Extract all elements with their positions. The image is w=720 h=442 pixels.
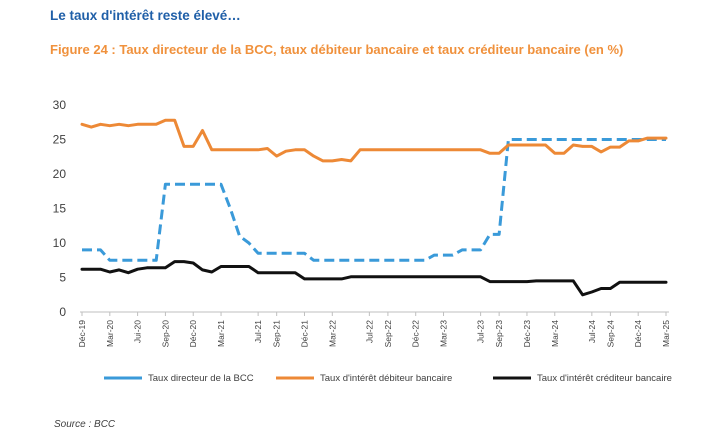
series-lines <box>80 118 668 297</box>
y-tick-label: 25 <box>53 133 67 147</box>
x-tick-label: Jul-22 <box>364 320 374 343</box>
x-axis-ticks: Déc-19 Mar-20 Jui-20 Sep-20 Déc-20 Mar-21 Jul-… <box>77 312 671 347</box>
series-line-3 <box>80 260 668 297</box>
x-tick-label: Déc-24 <box>633 320 643 348</box>
x-tick-label: Mar-24 <box>550 320 560 347</box>
x-tick-label: Sep-22 <box>383 320 393 348</box>
x-tick-label: Jui-20 <box>133 320 143 343</box>
x-tick-label: Déc-22 <box>411 320 421 348</box>
x-tick-label: Sep-23 <box>494 320 504 348</box>
x-tick-label: Mar-22 <box>327 320 337 347</box>
x-tick-label: Déc-19 <box>77 320 87 348</box>
legend-label-1: Taux directeur de la BCC <box>148 373 254 384</box>
x-tick-label: Sep-24 <box>605 320 615 348</box>
x-tick-label: Sep-21 <box>272 320 282 348</box>
x-tick-label: Jul-24 <box>587 320 597 343</box>
x-tick-label: Jul-21 <box>253 320 263 343</box>
x-tick-label: Mar-20 <box>105 320 115 347</box>
y-tick-label: 10 <box>53 236 67 250</box>
legend-label-2: Taux d'intérêt débiteur bancaire <box>320 373 452 384</box>
x-tick-label: Mar-25 <box>661 320 671 347</box>
y-axis-ticks: 0 5 10 15 20 25 30 <box>53 98 67 319</box>
x-tick-label: Mar-21 <box>216 320 226 347</box>
legend-label-3: Taux d'intérêt créditeur bancaire <box>537 373 672 384</box>
page-heading: Le taux d'intérêt reste élevé… <box>50 8 241 23</box>
source-note: Source : BCC <box>54 419 116 430</box>
y-tick-label: 15 <box>53 202 67 216</box>
x-tick-label: Déc-23 <box>522 320 532 348</box>
y-tick-label: 20 <box>53 167 67 181</box>
y-tick-label: 5 <box>59 271 66 285</box>
y-tick-label: 30 <box>53 98 67 112</box>
figure-title: Figure 24 : Taux directeur de la BCC, ta… <box>50 42 624 57</box>
x-tick-label: Mar-23 <box>439 320 449 347</box>
x-tick-label: Déc-21 <box>299 320 309 348</box>
x-tick-label: Déc-20 <box>188 320 198 348</box>
x-tick-label: Jul-23 <box>476 320 486 343</box>
legend: Taux directeur de la BCC Taux d'intérêt d… <box>104 373 672 384</box>
y-tick-label: 0 <box>59 305 66 319</box>
series-line-2 <box>80 118 668 163</box>
x-tick-label: Sep-20 <box>160 320 170 348</box>
series-line-1 <box>82 138 666 262</box>
